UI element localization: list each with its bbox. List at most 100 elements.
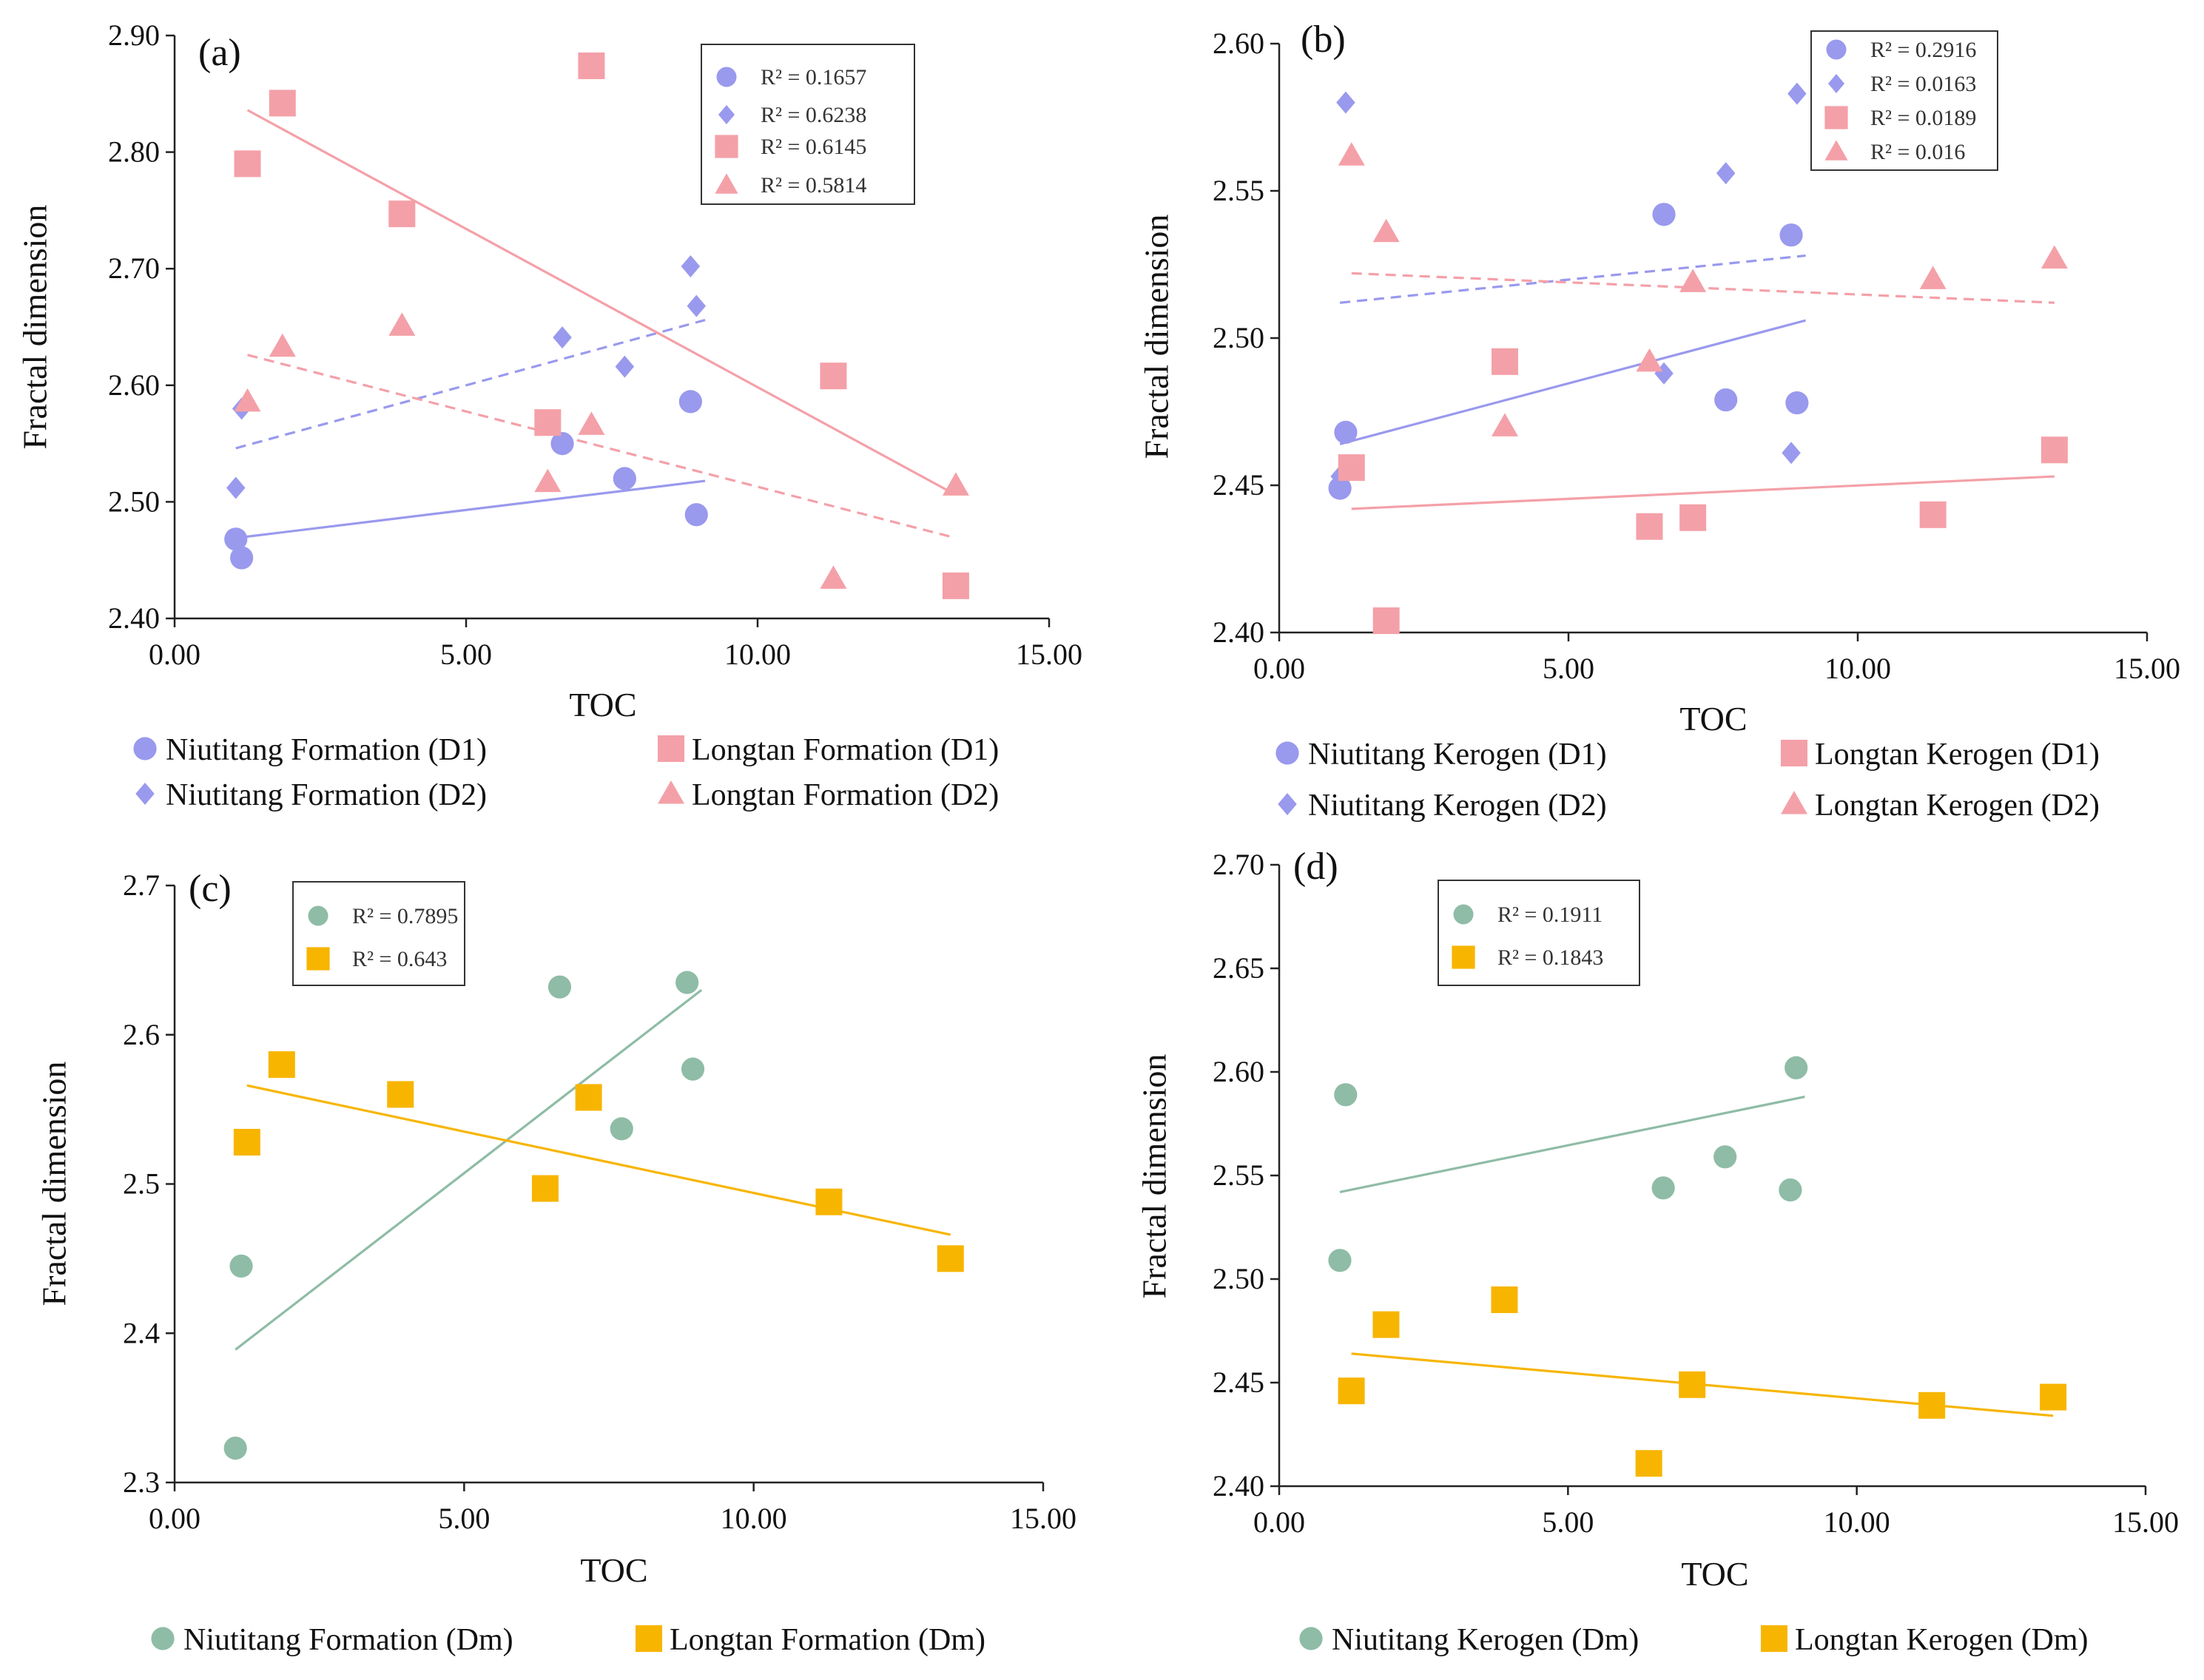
- data-point-s0-0: [1328, 476, 1352, 500]
- panel-d: 2.40 2.45 2.50 2.55 2.60 2.65 2.70 0.00 5.00 10.0…: [1136, 846, 2179, 1657]
- data-point-s1-1: [1372, 1311, 1400, 1338]
- data-point-s0-4: [1779, 223, 1803, 247]
- data-point-s1-4: [575, 1084, 602, 1111]
- data-point-s0-5: [684, 503, 708, 527]
- data-point-s1-2: [1491, 1286, 1518, 1313]
- r2-legend-label: R² = 0.6145: [761, 135, 866, 159]
- x-tick-label: 5.00: [440, 638, 492, 671]
- y-tick-label: 2.45: [1213, 1366, 1264, 1399]
- data-point-s2-2: [1491, 348, 1518, 375]
- y-tick-label: 2.60: [1213, 27, 1264, 60]
- trendline-1: [1339, 254, 1806, 304]
- series-legend-marker: [636, 1625, 662, 1652]
- r2-legend-marker: [1827, 74, 1845, 93]
- data-point-s2-6: [942, 572, 969, 599]
- y-tick-label: 2.70: [108, 252, 160, 285]
- r2-legend-marker: [718, 105, 735, 124]
- r2-legend-label: R² = 0.1657: [761, 65, 866, 90]
- r2-legend-marker: [716, 67, 737, 87]
- data-point-s1-6: [2040, 1383, 2067, 1411]
- data-point-s2-3: [534, 409, 562, 436]
- series-legend-label: Niutitang Kerogen (Dm): [1332, 1623, 1639, 1657]
- trendline-0: [235, 988, 703, 1351]
- panel-label: (c): [189, 868, 232, 910]
- series-legend-label: Longtan Kerogen (D1): [1815, 738, 2100, 772]
- data-point-s3-5: [820, 565, 847, 589]
- y-tick-label: 2.50: [1213, 321, 1264, 354]
- y-tick-label: 2.3: [123, 1465, 160, 1499]
- y-tick-label: 2.50: [108, 485, 160, 518]
- data-point-s2-5: [1919, 501, 1947, 528]
- trendline-2: [246, 109, 957, 496]
- data-point-s3-0: [234, 388, 261, 412]
- series-legend-marker: [1299, 1627, 1323, 1650]
- x-tick-label: 10.00: [721, 1502, 787, 1535]
- data-point-s0-4: [678, 390, 702, 414]
- data-point-s2-1: [269, 90, 296, 117]
- data-point-s0-4: [675, 971, 699, 994]
- data-point-s2-1: [1372, 607, 1400, 635]
- y-tick-label: 2.7: [123, 868, 160, 902]
- data-point-s2-4: [578, 52, 605, 79]
- series-legend-marker: [658, 735, 684, 762]
- data-point-s1-3: [1716, 162, 1736, 185]
- trendline-0: [1339, 1096, 1805, 1193]
- y-tick-label: 2.40: [1213, 1469, 1264, 1502]
- r2-legend-marker: [1824, 140, 1848, 161]
- series-legend-label: Longtan Formation (Dm): [670, 1623, 985, 1657]
- data-point-s0-2: [1651, 1176, 1675, 1200]
- data-point-s0-4: [1779, 1178, 1802, 1202]
- data-point-s3-1: [269, 333, 296, 357]
- series-legend-marker: [658, 780, 684, 804]
- r2-legend-marker: [715, 173, 738, 194]
- r2-legend-label: R² = 0.6238: [761, 103, 866, 127]
- y-tick-label: 2.4: [123, 1316, 160, 1349]
- data-point-s1-4: [681, 255, 701, 278]
- y-axis-title: Fractal dimension: [36, 1062, 73, 1306]
- r2-legend-box: [701, 44, 915, 205]
- y-tick-label: 2.55: [1213, 1158, 1264, 1192]
- x-tick-label: 0.00: [149, 1502, 200, 1535]
- data-point-s1-5: [1918, 1391, 1946, 1419]
- data-point-s3-1: [1372, 218, 1400, 243]
- series-legend-label: Niutitang Formation (D1): [166, 733, 487, 767]
- trendline-3: [1351, 271, 2055, 304]
- y-tick-label: 2.6: [123, 1018, 160, 1051]
- x-tick-label: 10.00: [1824, 652, 1891, 685]
- y-tick-label: 2.50: [1213, 1262, 1264, 1295]
- panel-a: 2.40 2.50 2.60 2.70 2.80 2.90 0.00 5.00 10.00 15.…: [16, 18, 1082, 812]
- series-legend-label: Niutitang Kerogen (D1): [1308, 738, 1607, 772]
- x-tick-label: 10.00: [724, 638, 791, 671]
- data-point-s1-2: [553, 326, 572, 349]
- x-tick-label: 0.00: [1253, 652, 1305, 685]
- data-point-s1-6: [937, 1245, 964, 1272]
- x-axis-title: TOC: [580, 1551, 647, 1589]
- x-axis-title: TOC: [1681, 1555, 1748, 1593]
- r2-legend-marker: [1452, 945, 1475, 969]
- r2-legend-marker: [1824, 106, 1848, 129]
- series-legend-marker: [1278, 793, 1297, 815]
- data-point-s3-6: [2040, 245, 2068, 269]
- r2-legend-label: R² = 0.2916: [1870, 38, 1976, 62]
- trendline-2: [1351, 475, 2055, 510]
- data-point-s1-4: [1782, 442, 1801, 465]
- series-legend-label: Longtan Kerogen (D2): [1815, 789, 2100, 823]
- data-point-s1-5: [815, 1188, 843, 1215]
- data-point-s0-3: [610, 1117, 633, 1141]
- y-tick-label: 2.5: [123, 1167, 160, 1201]
- data-point-s0-1: [1334, 1083, 1358, 1107]
- data-point-s3-2: [388, 312, 416, 336]
- data-point-s2-6: [2040, 436, 2068, 464]
- data-point-s1-3: [615, 355, 635, 378]
- y-tick-label: 2.45: [1213, 468, 1264, 502]
- data-point-s1-3: [531, 1175, 559, 1202]
- r2-legend-marker: [308, 905, 328, 926]
- data-point-s3-2: [1491, 413, 1518, 436]
- data-point-s0-5: [1785, 1056, 1808, 1079]
- y-tick-label: 2.60: [1213, 1055, 1264, 1088]
- data-point-s0-3: [1714, 388, 1738, 412]
- series-legend-marker: [133, 737, 157, 760]
- data-point-s0-3: [1713, 1145, 1737, 1169]
- data-point-s2-0: [1338, 454, 1365, 482]
- y-tick-label: 2.65: [1213, 951, 1264, 985]
